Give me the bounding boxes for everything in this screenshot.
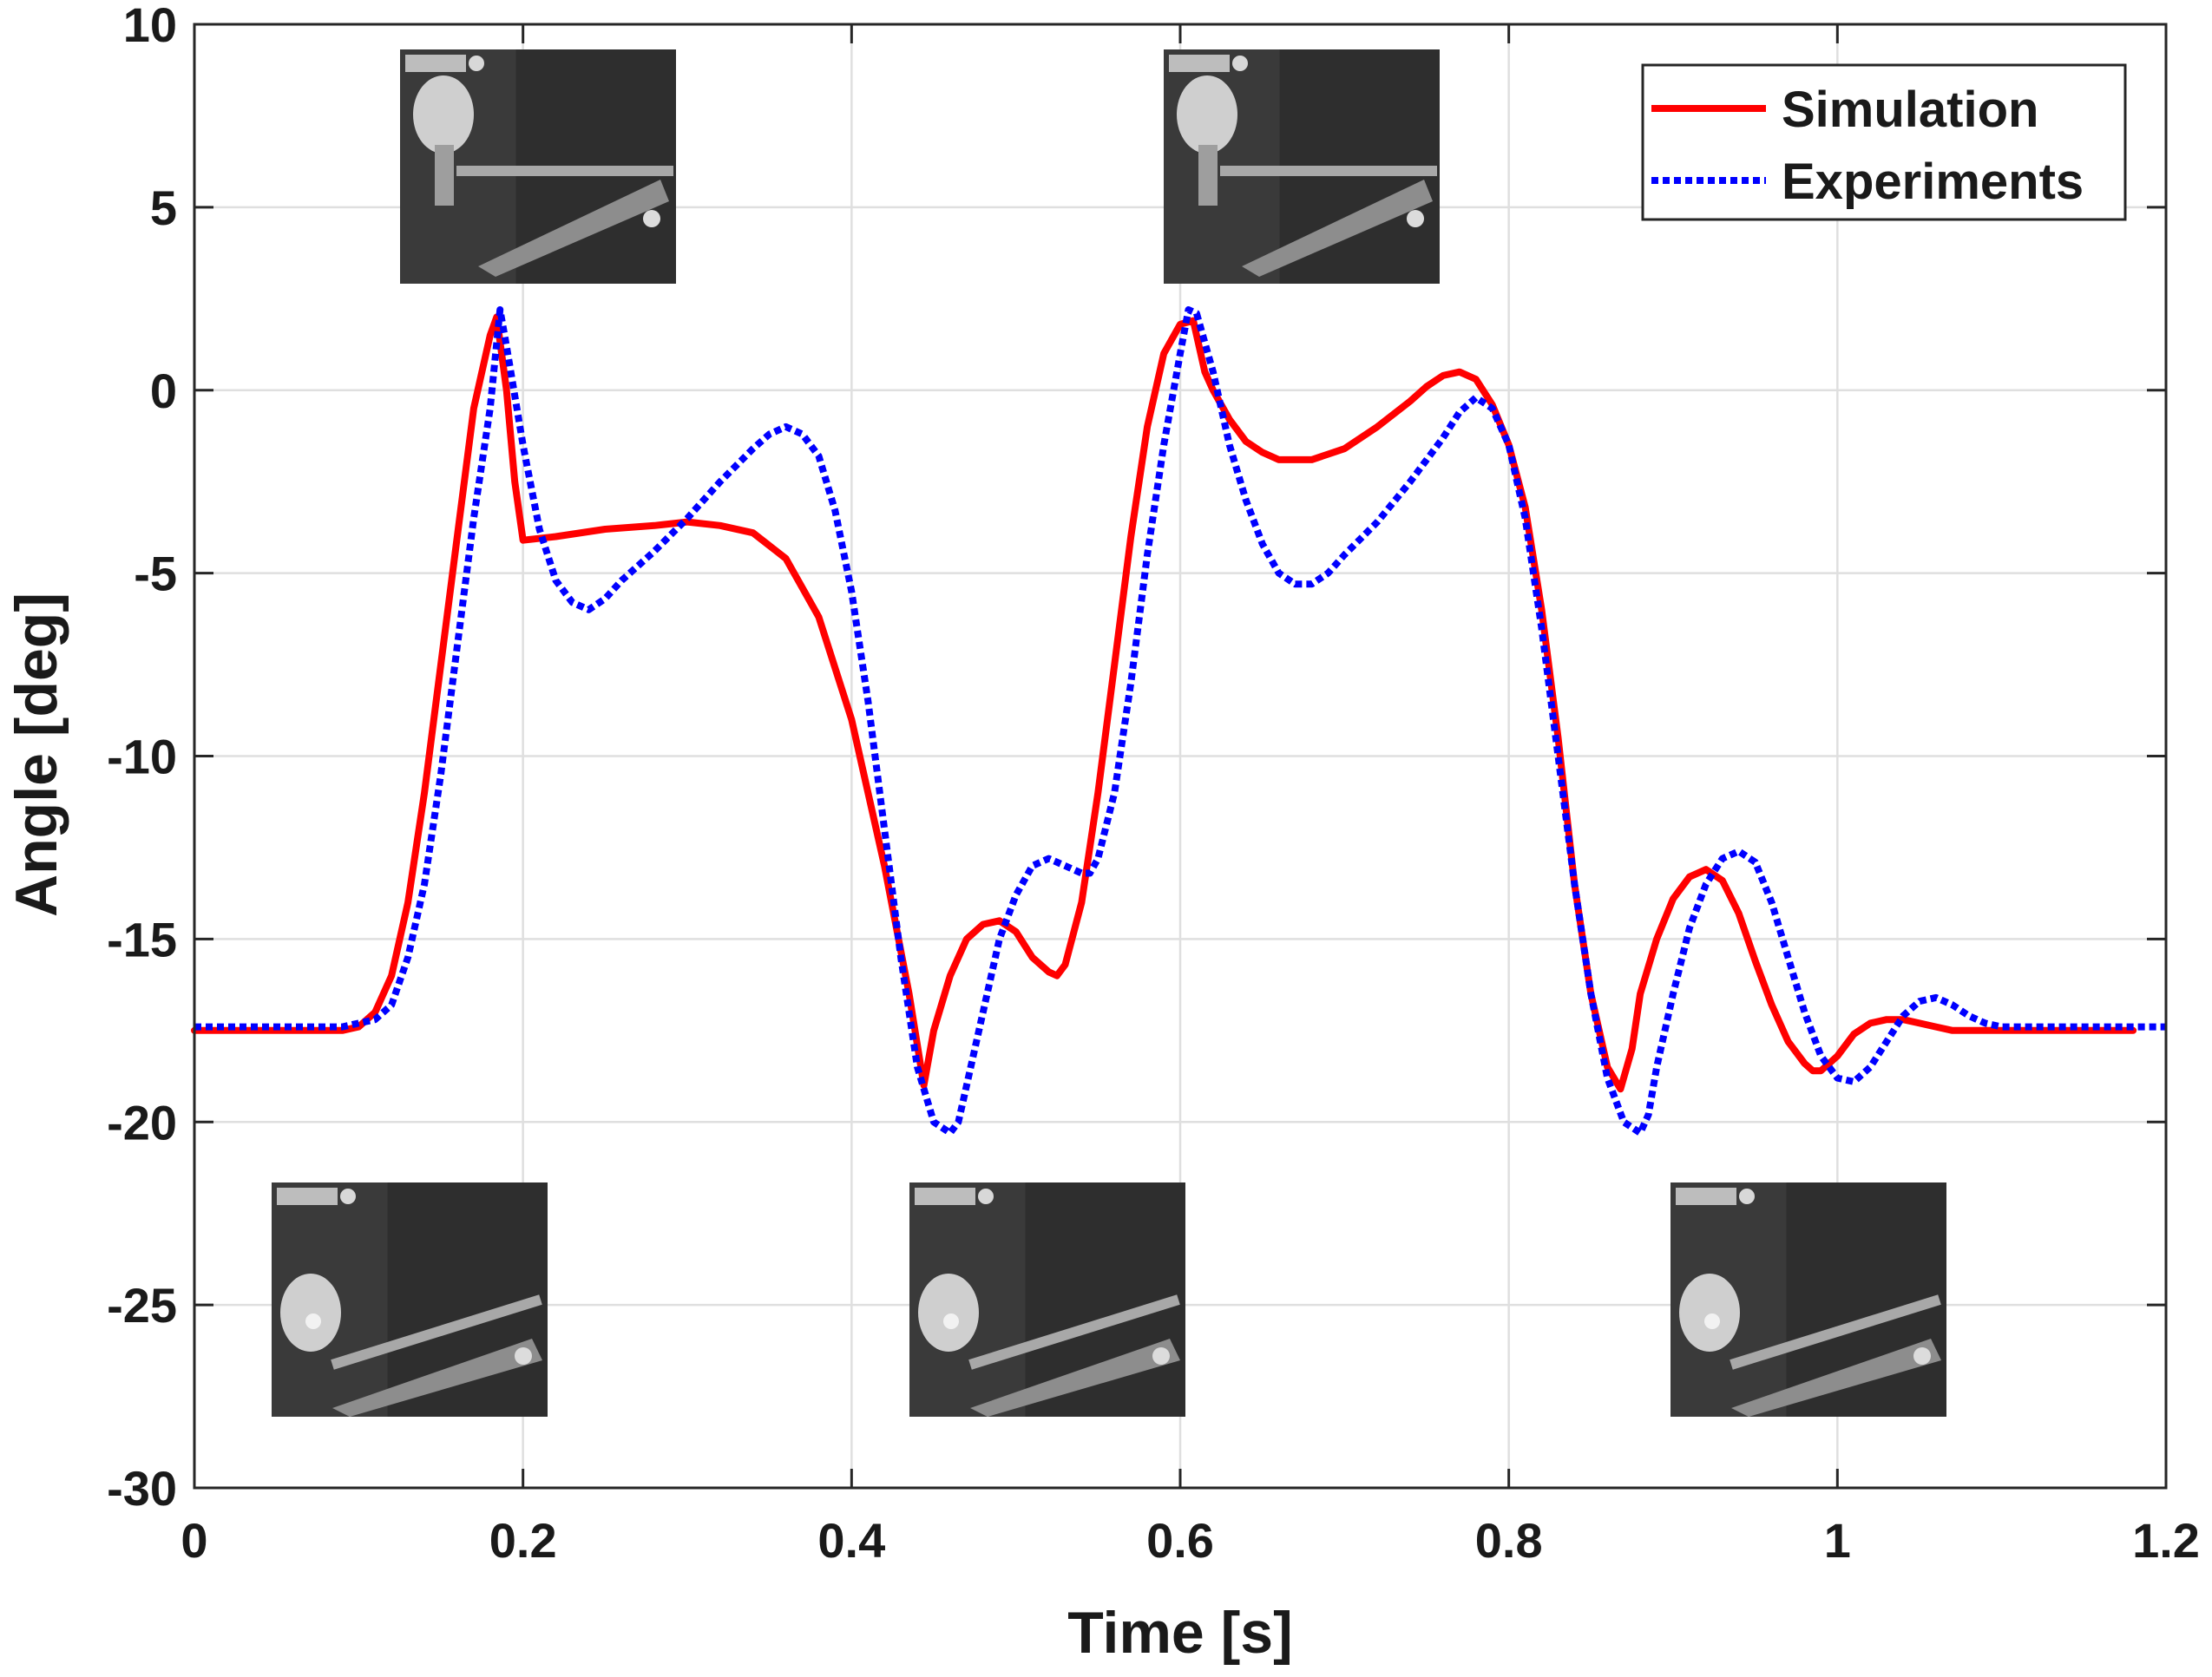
axes [193, 23, 2168, 1490]
legend-label-experiments: Experiments [1782, 154, 2084, 210]
x-tick-label: 0.4 [817, 1513, 885, 1568]
y-tick-label: -10 [107, 730, 177, 784]
series-experiments [194, 306, 2166, 1137]
snapshot-rest-2 [909, 1182, 1185, 1417]
y-tick-label: 0 [150, 364, 177, 418]
legend: Simulation Experiments [1641, 63, 2127, 221]
snapshot-rest-3 [1670, 1182, 1946, 1417]
x-tick-label: 0.6 [1146, 1513, 1214, 1568]
y-tick-label: 5 [150, 180, 177, 235]
snapshot-peak-1 [400, 49, 676, 284]
x-axis-label: Time [s] [1067, 1600, 1292, 1666]
x-tick-label: 1 [1824, 1513, 1851, 1568]
snapshot-rest-1 [272, 1182, 548, 1417]
x-tick-label: 1.2 [2132, 1513, 2200, 1568]
tick-labels: 0 0.2 0.4 0.6 0.8 1 1.2 10 5 0 -5 -10 -15 -20 -25 -30 [107, 0, 2200, 1568]
y-tick-label: -20 [107, 1095, 177, 1150]
y-tick-label: -15 [107, 912, 177, 966]
y-axis-label: Angle [deg] [3, 593, 69, 917]
y-tick-label: -25 [107, 1278, 177, 1333]
x-tick-label: 0.2 [489, 1513, 557, 1568]
y-tick-label: 10 [123, 0, 177, 52]
photo-snapshots [272, 49, 1946, 1417]
snapshot-peak-2 [1164, 49, 1440, 284]
x-tick-label: 0 [181, 1513, 207, 1568]
legend-box [1641, 63, 2127, 221]
series-simulation [191, 313, 2137, 1093]
y-tick-label: -30 [107, 1461, 177, 1516]
x-tick-label: 0.8 [1475, 1513, 1543, 1568]
data-series [191, 306, 2166, 1137]
y-tick-label: -5 [134, 547, 177, 601]
legend-label-simulation: Simulation [1782, 82, 2038, 138]
